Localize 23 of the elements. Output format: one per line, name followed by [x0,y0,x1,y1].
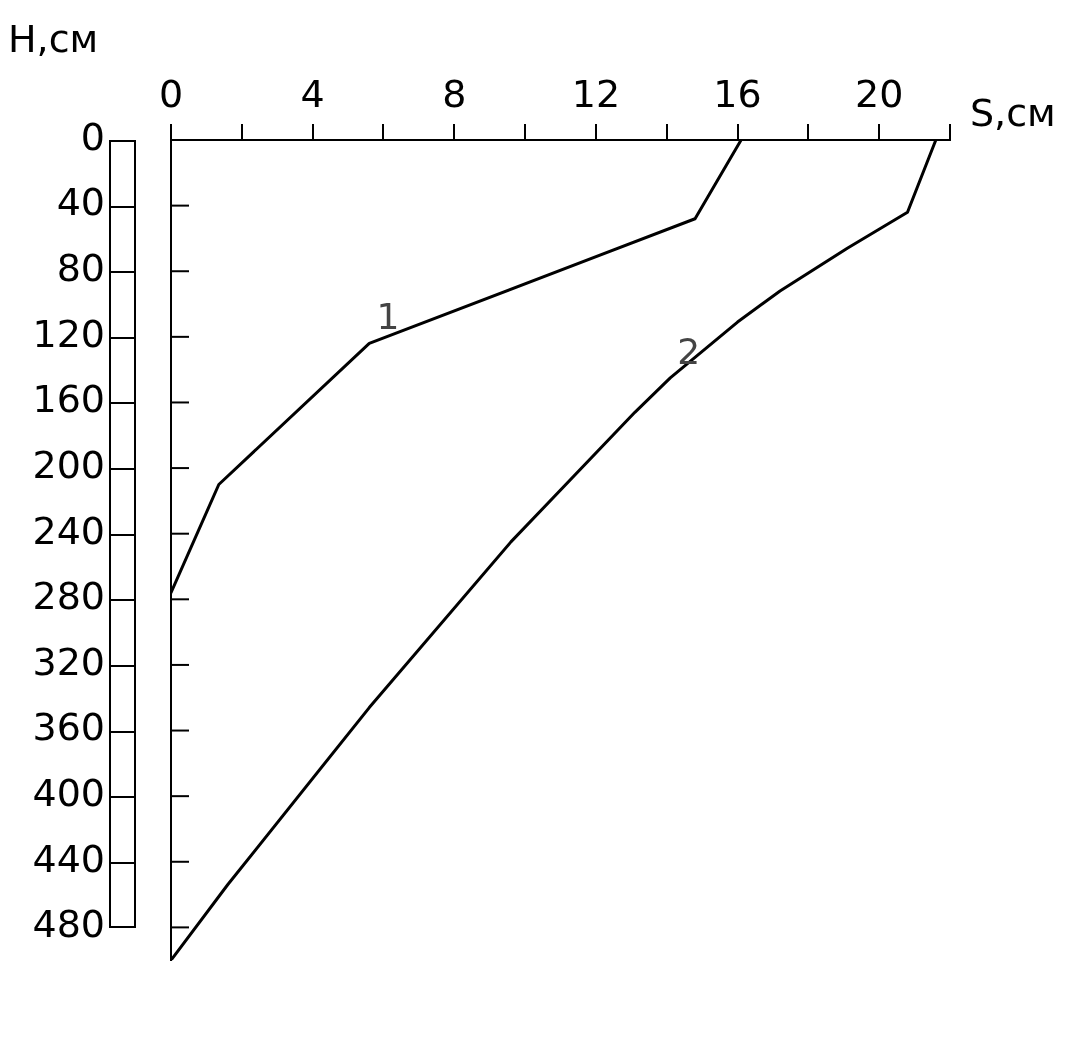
y-tick-label: 0 [80,114,105,159]
series-label: 1 [376,296,400,338]
x-axis-title: S,см [970,91,1056,135]
y-tick-label: 320 [32,639,105,684]
y-tick-label: 160 [32,377,105,422]
y-tick-label: 360 [32,705,105,750]
y-tick-label: 80 [56,246,105,291]
y-axis-title: H,см [8,17,99,61]
y-tick-label: 120 [32,311,105,356]
y-tick-label: 440 [32,836,105,881]
x-tick-label: 12 [571,72,621,117]
y-tick-label: 240 [32,508,105,553]
y-tick-label: 40 [56,180,105,225]
y-tick-label: 400 [32,771,105,816]
x-tick-label: 8 [442,72,467,117]
series-label: 2 [677,330,701,372]
x-tick-label: 20 [855,72,904,117]
y-tick-label: 480 [32,902,105,947]
x-tick-label: 0 [158,72,184,117]
x-tick-label: 16 [713,72,762,117]
y-tick-label: 280 [32,574,105,619]
y-tick-label: 200 [32,442,105,487]
x-tick-label: 4 [300,72,325,117]
